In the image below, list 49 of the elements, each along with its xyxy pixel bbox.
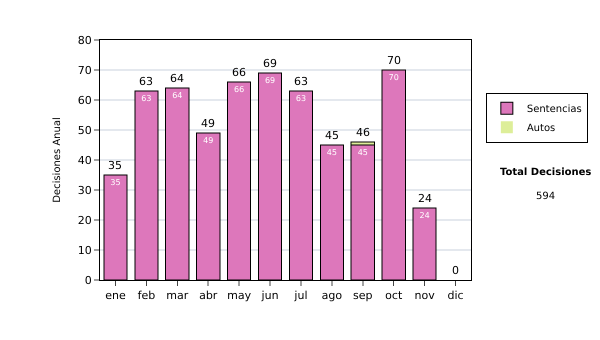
y-tick-label: 0 [84,274,92,287]
data-label: 64 [172,91,182,100]
y-tick-label: 10 [78,244,92,257]
text: Total Decisiones [500,167,592,178]
y-tick-label: 20 [78,214,92,227]
x-tick-label: feb [138,289,156,302]
x-tick-label: mar [166,289,189,302]
legend-label: Autos [526,123,556,134]
data-label: 63 [296,94,306,103]
x-tick-label: abr [199,289,218,302]
legend-label: Sentencias [526,104,582,116]
x-tick-label: dic [447,289,464,302]
data-label: 63 [141,94,152,103]
data-label: 69 [264,76,276,85]
total-label: 24 [418,192,432,205]
y-tick-label: 70 [78,64,92,77]
total-label: 66 [232,66,246,79]
text: 594 [536,191,556,202]
x-tick-label: may [227,289,252,302]
x-tick-label: oct [385,289,403,302]
y-tick-label: 30 [78,184,92,197]
x-tick-label: ene [105,289,126,302]
total-label: 63 [294,75,308,88]
y-tick-label: 40 [78,154,92,167]
data-label: 24 [420,211,430,220]
total-label: 45 [325,129,339,142]
total-label: 70 [387,54,401,67]
x-tick-label: sep [353,289,373,302]
x-tick-label: nov [414,289,436,302]
total-label: 69 [263,57,277,70]
x-tick-label: jul [293,289,308,302]
data-label: 45 [358,148,368,157]
data-label: 70 [388,73,399,82]
total-label: 63 [139,75,153,88]
data-label: 66 [234,85,244,94]
total-label: 64 [170,72,184,85]
y-tick-label: 50 [78,124,92,137]
data-label: 45 [326,148,337,157]
total-label: 49 [201,117,215,130]
y-tick-label: 60 [78,94,92,107]
total-label: 46 [356,126,370,139]
y-axis-title: Decisiones Anual [52,117,63,203]
x-tick-label: jun [260,289,279,302]
data-label: 35 [110,178,121,187]
total-label: 0 [452,264,459,277]
x-tick-label: ago [322,289,342,302]
data-label: 49 [203,136,214,145]
y-tick-label: 80 [78,34,92,47]
total-label: 35 [108,159,122,172]
